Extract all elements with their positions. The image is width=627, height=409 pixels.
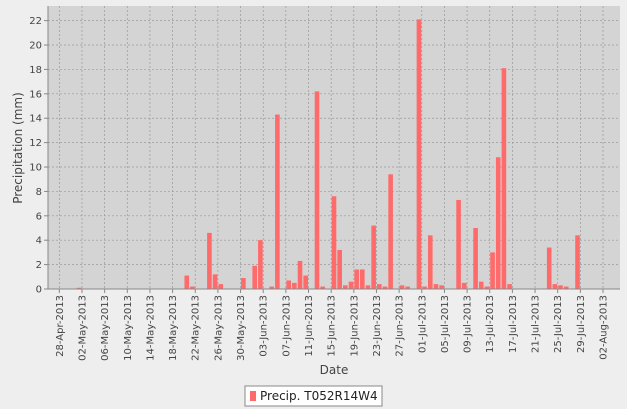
bar — [286, 280, 291, 289]
bar — [258, 240, 263, 289]
x-tick-label: 29-Jul-2013 — [576, 295, 587, 353]
x-tick-label: 13-Jul-2013 — [485, 295, 496, 353]
bar — [365, 285, 371, 289]
x-tick-label: 07-Jun-2013 — [281, 295, 292, 357]
x-axis-label: Date — [320, 363, 349, 377]
bar — [343, 285, 348, 289]
bar — [354, 269, 359, 289]
bar — [461, 282, 467, 289]
bar — [331, 196, 337, 289]
bar — [337, 249, 342, 289]
y-tick-label: 18 — [29, 65, 42, 76]
y-tick-label: 8 — [36, 187, 42, 198]
bar — [190, 286, 195, 289]
bar — [552, 284, 558, 289]
x-tick-label: 11-Jun-2013 — [304, 295, 315, 357]
bar — [416, 19, 422, 290]
y-tick-label: 2 — [36, 260, 42, 271]
bar — [320, 286, 325, 289]
bar — [433, 284, 439, 289]
x-tick-label: 15-Jun-2013 — [327, 295, 338, 357]
bar — [297, 260, 303, 289]
x-tick-label: 06-May-2013 — [100, 295, 111, 361]
bar — [275, 114, 280, 289]
bar — [473, 228, 478, 289]
bar — [490, 252, 495, 289]
x-tick-label: 30-May-2013 — [236, 295, 247, 361]
bar — [388, 174, 393, 289]
y-tick-label: 20 — [29, 41, 42, 52]
x-tick-label: 09-Jul-2013 — [463, 295, 474, 353]
bar — [241, 278, 246, 289]
y-tick-label: 6 — [36, 211, 42, 222]
x-tick-label: 19-Jun-2013 — [349, 295, 360, 357]
bar — [207, 232, 212, 289]
bar — [314, 91, 320, 289]
x-tick-label: 23-Jun-2013 — [372, 295, 383, 357]
bar — [382, 286, 388, 289]
bar — [558, 285, 563, 289]
x-tick-label: 22-May-2013 — [191, 295, 202, 361]
legend-label: Precip. T052R14W4 — [260, 389, 378, 403]
bar — [484, 286, 490, 289]
x-tick-label: 25-Jul-2013 — [553, 295, 564, 353]
y-tick-label: 16 — [29, 89, 42, 100]
bar — [348, 281, 354, 289]
bar — [360, 269, 365, 289]
x-tick-label: 28-Apr-2013 — [55, 295, 66, 357]
x-tick-label: 02-Aug-2013 — [599, 295, 610, 360]
bar — [405, 286, 410, 289]
x-tick-label: 14-May-2013 — [145, 295, 156, 361]
x-tick-label: 17-Jul-2013 — [508, 295, 519, 353]
bar — [563, 286, 569, 289]
bar — [456, 199, 461, 289]
bar — [399, 285, 405, 289]
bar — [252, 265, 258, 289]
x-tick-label: 03-Jun-2013 — [259, 295, 270, 357]
bar — [76, 287, 82, 289]
x-tick-label: 21-Jul-2013 — [531, 295, 542, 353]
legend-swatch — [250, 391, 256, 401]
bar — [501, 68, 507, 289]
bar — [427, 235, 433, 289]
y-tick-label: 12 — [29, 138, 42, 149]
y-tick-label: 22 — [29, 16, 42, 27]
bar — [377, 284, 382, 289]
bar — [546, 247, 552, 289]
x-tick-label: 18-May-2013 — [168, 295, 179, 361]
bar — [269, 286, 275, 289]
bar — [184, 275, 190, 289]
x-tick-label: 02-May-2013 — [77, 295, 88, 361]
y-tick-label: 4 — [36, 236, 42, 247]
bar — [292, 282, 297, 289]
x-tick-label: 05-Jul-2013 — [440, 295, 451, 353]
bar — [575, 235, 580, 289]
bar — [478, 281, 484, 289]
y-tick-label: 10 — [29, 163, 42, 174]
bar — [218, 284, 224, 289]
y-axis-label: Precipitation (mm) — [11, 92, 25, 204]
bar — [495, 157, 501, 289]
x-tick-label: 26-May-2013 — [213, 295, 224, 361]
bar — [303, 275, 308, 289]
x-tick-label: 27-Jun-2013 — [395, 295, 406, 357]
legend — [244, 385, 383, 407]
x-tick-label: 10-May-2013 — [123, 295, 134, 361]
y-tick-label: 14 — [29, 114, 42, 125]
y-tick-label: 0 — [36, 285, 42, 296]
bar — [212, 274, 218, 289]
bar — [422, 286, 427, 289]
x-tick-label: 01-Jul-2013 — [417, 295, 428, 353]
bar — [439, 285, 444, 289]
bar — [371, 225, 376, 289]
bar — [507, 284, 512, 289]
